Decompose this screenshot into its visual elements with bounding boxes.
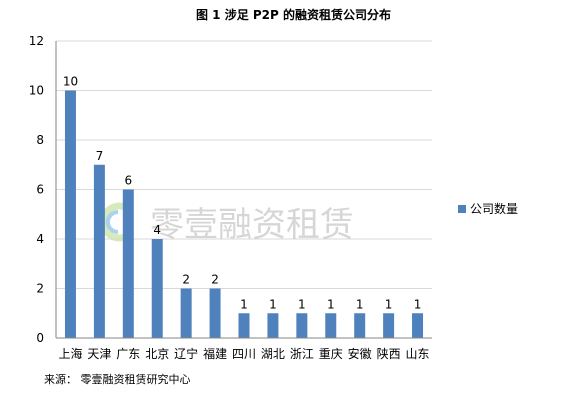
- legend-label: 公司数量: [470, 201, 518, 216]
- x-category-label: 重庆: [319, 347, 343, 361]
- data-label: 1: [356, 297, 364, 311]
- x-category-label: 天津: [87, 347, 111, 361]
- x-category-label: 北京: [145, 347, 169, 361]
- data-label: 10: [63, 75, 78, 89]
- bar: [238, 313, 250, 338]
- bar: [267, 313, 279, 338]
- data-label: 1: [240, 297, 248, 311]
- data-labels: 10 7 6 4 2 2 1 1 1 1 1 1 1: [63, 75, 422, 312]
- data-label: 7: [96, 149, 104, 163]
- gridlines: [56, 40, 432, 289]
- x-category-label: 山东: [406, 347, 430, 361]
- data-label: 1: [298, 297, 306, 311]
- y-axis-ticks: 0 2 4 6 8 10 12: [29, 34, 44, 345]
- bar: [122, 189, 134, 338]
- bar: [93, 164, 105, 338]
- x-category-label: 福建: [203, 346, 227, 361]
- watermark: 零壹融资租赁: [100, 202, 354, 245]
- bar: [325, 313, 337, 338]
- legend: 公司数量: [458, 201, 518, 216]
- chart-title: 图 1 涉足 P2P 的融资租赁公司分布: [195, 8, 391, 22]
- data-label: 1: [414, 297, 422, 311]
- bar: [180, 288, 192, 338]
- data-label: 2: [182, 273, 190, 287]
- y-tick-label: 6: [36, 183, 44, 197]
- data-label: 1: [385, 297, 393, 311]
- watermark-text: 零壹融资租赁: [150, 205, 354, 245]
- bar: [64, 90, 76, 338]
- bar: [209, 288, 221, 338]
- x-category-label: 湖北: [261, 346, 285, 361]
- bar: [383, 313, 395, 338]
- bar: [151, 239, 163, 338]
- legend-swatch: [458, 205, 466, 213]
- y-tick-label: 10: [29, 84, 44, 98]
- data-label: 1: [327, 297, 335, 311]
- bars: [64, 90, 424, 338]
- y-tick-label: 4: [36, 232, 44, 246]
- bar: [296, 313, 308, 338]
- data-label: 6: [124, 174, 132, 188]
- x-category-label: 广东: [116, 347, 140, 361]
- data-label: 1: [269, 297, 277, 311]
- source-note: 来源： 零壹融资租赁研究中心: [44, 373, 191, 386]
- y-tick-label: 2: [36, 282, 44, 296]
- y-tick-label: 8: [36, 133, 44, 147]
- y-tick-label: 12: [29, 34, 44, 48]
- x-category-label: 辽宁: [174, 346, 198, 361]
- x-category-label: 浙江: [290, 347, 314, 361]
- bar: [354, 313, 366, 338]
- bar: [412, 313, 424, 338]
- data-label: 4: [153, 223, 161, 237]
- watermark-logo-icon: [100, 202, 127, 242]
- x-category-label: 安徽: [348, 346, 372, 361]
- x-axis-categories: 上海 天津 广东 北京 辽宁 福建 四川 湖北 浙江 重庆 安徽 陕西 山东: [58, 346, 429, 361]
- axes: [55, 41, 432, 339]
- y-tick-label: 0: [36, 331, 44, 345]
- x-category-label: 陕西: [377, 346, 401, 361]
- x-category-label: 上海: [58, 346, 82, 361]
- data-label: 2: [211, 273, 219, 287]
- x-category-label: 四川: [232, 347, 256, 361]
